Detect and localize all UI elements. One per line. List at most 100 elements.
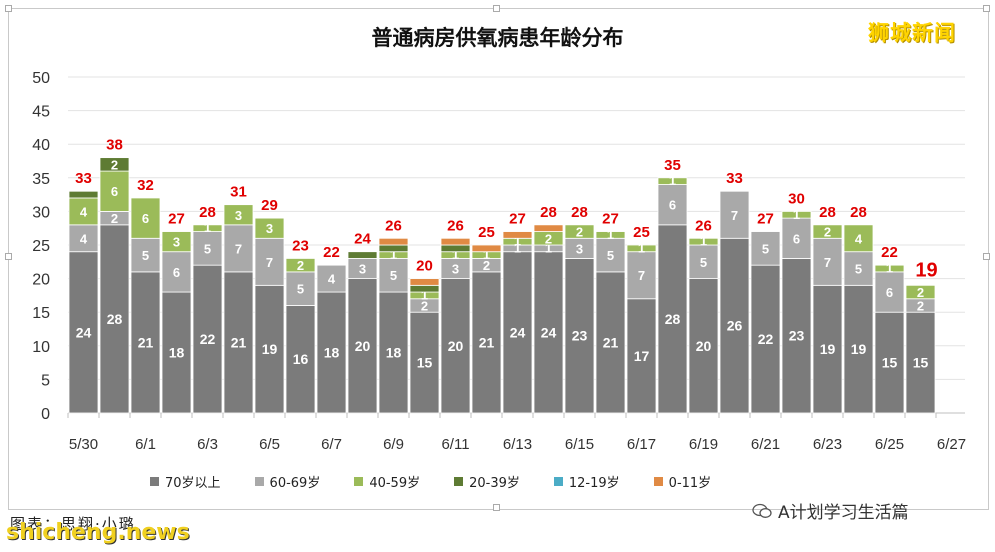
y-tick-label: 20 — [32, 272, 50, 289]
segment-label: 7 — [235, 241, 242, 256]
segment-label: 15 — [417, 355, 433, 371]
segment-label: 1 — [669, 173, 676, 188]
segment-label: 7 — [638, 268, 645, 283]
legend-item-0-11: 0-11岁 — [653, 472, 712, 491]
y-tick-label: 35 — [32, 171, 50, 188]
legend-label: 40-59岁 — [369, 476, 421, 491]
segment-label: 5 — [142, 248, 149, 263]
bar-segment — [471, 244, 502, 253]
segment-label: 3 — [359, 262, 366, 277]
bar-segment — [533, 251, 564, 414]
bar-segment — [657, 177, 688, 185]
segment-label: 6 — [669, 198, 676, 213]
resize-handle-right[interactable] — [983, 253, 990, 260]
segment-label: 6 — [886, 285, 893, 300]
total-label: 28 — [571, 204, 588, 221]
segment-label: 2 — [917, 298, 924, 313]
bar-segment — [161, 231, 192, 253]
legend-swatch — [150, 477, 159, 486]
resize-handle-top-right[interactable] — [983, 5, 990, 12]
y-tick-label: 50 — [32, 70, 50, 87]
bar-segment — [440, 237, 471, 246]
segment-label: 2 — [297, 258, 304, 273]
bar-segment — [719, 190, 750, 239]
x-tick-label: 6/15 — [565, 436, 594, 453]
resize-handle-left[interactable] — [5, 253, 12, 260]
bar-segment — [843, 251, 874, 286]
segment-label: 21 — [231, 334, 247, 350]
segment-label: 1 — [514, 234, 521, 249]
segment-label: 28 — [665, 311, 681, 327]
bar-segment — [812, 224, 843, 239]
x-tick-label: 6/7 — [321, 436, 342, 453]
bar-segment — [192, 231, 223, 266]
bar-segment — [471, 271, 502, 414]
bar-segment — [688, 278, 719, 414]
segment-label: 4 — [80, 204, 88, 219]
resize-handle-top-left[interactable] — [5, 5, 12, 12]
bar-segment — [502, 231, 533, 239]
x-tick-label: 6/27 — [937, 436, 966, 453]
bar-segment — [812, 284, 843, 414]
bar-segment — [409, 311, 440, 414]
segment-label: 21 — [138, 334, 154, 350]
legend-label: 0-11岁 — [668, 476, 712, 491]
segment-label: 5 — [762, 241, 769, 256]
bar-segment — [781, 210, 812, 219]
brand-logo: 狮城新闻 — [868, 21, 956, 45]
segment-label: 1 — [514, 240, 521, 255]
bar-segment — [440, 278, 471, 414]
legend-item-70-plus: 70岁以上 — [150, 472, 221, 491]
segment-label: 6 — [142, 211, 149, 226]
segment-label: 2 — [545, 231, 552, 246]
legend-swatch — [254, 477, 264, 486]
bar-segment — [750, 231, 781, 266]
bar-segment — [874, 264, 905, 273]
segment-label: 1 — [607, 227, 614, 242]
bar-segment — [161, 291, 192, 414]
segment-label: 24 — [541, 324, 557, 340]
total-label: 19 — [915, 259, 937, 281]
total-label: 20 — [416, 258, 433, 275]
chart-credit: 图表：思翔·小璐 — [10, 515, 136, 533]
segment-label: 26 — [727, 318, 743, 334]
bar-segment — [657, 184, 688, 226]
bar-segment — [68, 224, 99, 253]
y-tick-label: 30 — [32, 204, 50, 221]
segment-label: 1 — [886, 261, 893, 276]
x-tick-label: 6/25 — [875, 436, 904, 453]
bar-segment — [905, 284, 936, 300]
total-label: 27 — [509, 211, 526, 228]
x-tick-label: 6/13 — [503, 436, 532, 453]
segment-label: 3 — [235, 208, 242, 223]
segment-label: 1 — [545, 240, 552, 255]
resize-handle-bottom[interactable] — [493, 504, 500, 511]
total-label: 28 — [850, 204, 867, 221]
bar-segment — [409, 284, 440, 293]
total-label: 22 — [323, 244, 340, 261]
chart-title: 普通病房供氧病患年龄分布 — [371, 26, 624, 50]
legend-label: 60-69岁 — [269, 476, 321, 491]
segment-label: 20 — [355, 338, 371, 354]
bar-segment — [285, 271, 316, 306]
total-label: 35 — [664, 157, 681, 174]
bar-segment — [192, 224, 223, 232]
bar-segment — [223, 204, 254, 226]
bar-segment — [595, 231, 626, 239]
bar-segment — [874, 271, 905, 313]
bar-segment — [378, 244, 409, 253]
segment-label: 5 — [607, 248, 614, 263]
resize-handle-top[interactable] — [493, 5, 500, 12]
segment-label: 5 — [204, 241, 211, 256]
bar-segment — [843, 284, 874, 414]
segment-label: 1 — [204, 220, 211, 235]
total-label: 26 — [447, 217, 464, 234]
segment-label: 6 — [111, 184, 118, 199]
segment-label: 18 — [386, 345, 402, 361]
legend-label: 12-19岁 — [568, 476, 620, 491]
bar-segment — [130, 271, 161, 414]
bar-segment — [316, 264, 347, 293]
bar-segment — [533, 224, 564, 232]
bar-segment — [347, 278, 378, 414]
